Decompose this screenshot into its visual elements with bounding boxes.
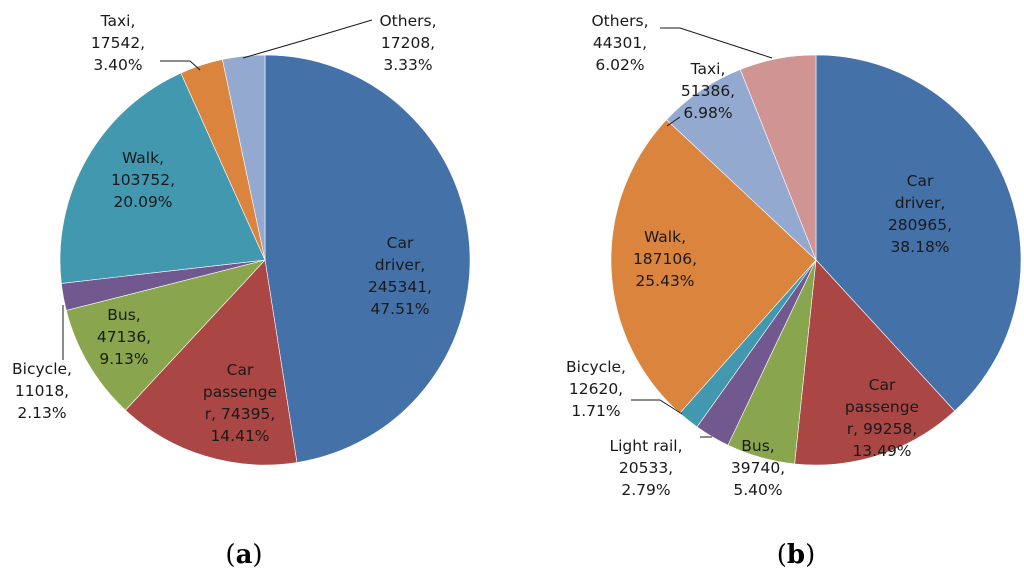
pie-b-label-car-driver-line: driver, [895,194,946,212]
pie-a-label-taxi-line: 3.40% [93,56,142,74]
pie-b-label-bicycle-line: 12620, [569,380,623,398]
pie-b-label-bus: Bus, 39740, 5.40% [731,437,785,499]
pie-b-label-car-driver-line: 38.18% [890,238,949,256]
pie-a-label-car-passenger-line: r, 74395, [205,405,275,423]
pie-b-label-walk-line: Walk, [644,228,686,246]
pie-b-label-car-passenger-line: r, 99258, [847,420,917,438]
pie-a-slice-bus [65,259,266,411]
pie-a-label-others-line: Others, [379,12,436,30]
pie-b-label-bus-line: Bus, [741,437,774,455]
pie-a-label-car-driver-line: 245341, [368,278,432,296]
caption-a-letter: a [236,540,253,570]
pie-a-label-car-driver: Car driver, 245341, 47.51% [368,234,432,318]
pie-a-label-taxi-line: 17542, [91,34,145,52]
pie-a-slice-car-passenger [125,259,298,466]
pie-a-label-car-passenger-line: passenge [203,383,277,401]
pie-b-label-car-passenger-line: Car [869,376,896,394]
pie-b-label-car-driver-line: Car [907,172,934,190]
caption-a: (a) [225,540,262,570]
pie-b-leader-bicycle [631,399,683,415]
pie-b-label-bicycle: Bicycle, 12620, 1.71% [566,358,626,420]
pie-a-label-walk-line: Walk, [122,149,164,167]
pie-b-label-light-rail-line: 2.79% [621,481,670,499]
pie-b-label-taxi: Taxi, 51386, 6.98% [681,60,735,122]
pie-b-label-bicycle-line: 1.71% [571,402,620,420]
pie-a-slice-others [222,54,266,261]
pie-a-label-bus-line: 9.13% [99,350,148,368]
pie-b-slice-walk [610,119,817,414]
pie-b-label-car-passenger-line: 13.49% [852,442,911,460]
pie-a-label-car-driver-line: driver, [375,256,426,274]
pie-b-label-car-passenger-line: passenge [845,398,919,416]
pie-a-label-bus: Bus, 47136, 9.13% [97,306,151,368]
pie-b-slice-others [739,54,817,261]
pie-b-label-taxi-line: Taxi, [690,60,726,78]
pie-a-label-walk-line: 20.09% [113,193,172,211]
pie-a-slice-walk [59,72,266,284]
pie-b-label-bicycle-line: Bicycle, [566,358,626,376]
pie-b-label-others-line: 6.02% [595,56,644,74]
pie-a-label-bicycle-line: 11018, [15,382,69,400]
pie-a-label-walk: Walk, 103752, 20.09% [111,149,175,211]
caption-b-letter: b [787,540,805,570]
pie-b-slice-car-passenger [794,259,956,466]
pie-b-label-light-rail: Light rail, 20533, 2.79% [609,437,682,499]
pie-b-label-taxi-line: 6.98% [683,104,732,122]
pie-a-label-taxi-line: Taxi, [100,12,136,30]
pie-b-label-others-line: 44301, [593,34,647,52]
pie-b-leader-others [660,27,773,59]
pie-b-label-car-passenger: Car passenge r, 99258, 13.49% [845,376,919,460]
pie-a-label-car-passenger-line: Car [227,361,254,379]
pie-a-label-bus-line: 47136, [97,328,151,346]
pie-b-label-walk-line: 25.43% [635,272,694,290]
pie-b-label-bus-line: 39740, [731,459,785,477]
pie-a-label-car-driver-line: 47.51% [370,300,429,318]
pie-a-label-walk-line: 103752, [111,171,175,189]
pie-a-label-bicycle: Bicycle, 11018, 2.13% [12,360,72,422]
pie-a-label-bus-line: Bus, [107,306,140,324]
caption-b: (b) [777,540,816,570]
pie-b-leader-taxi [666,116,681,127]
pie-a-label-car-passenger: Car passenge r, 74395, 14.41% [203,361,277,445]
pie-a-label-taxi: Taxi, 17542, 3.40% [91,12,145,74]
pie-b-label-others: Others, 44301, 6.02% [591,12,648,74]
pie-a-label-car-driver-line: Car [387,234,414,252]
pie-a-label-bicycle-line: Bicycle, [12,360,72,378]
pie-chart-b: Car driver, 280965, 38.18% Car passenge r, 992… [566,12,1022,499]
pie-a-leader-taxi [160,60,201,71]
pie-b-label-walk: Walk, 187106, 25.43% [633,228,697,290]
pie-a-slice-car-driver [264,54,471,463]
pie-b-label-walk-line: 187106, [633,250,697,268]
pie-a-leader-others [242,19,373,59]
pie-a-label-others: Others, 17208, 3.33% [379,12,436,74]
pie-a-label-car-passenger-line: 14.41% [210,427,269,445]
pie-b-slice-car-driver [815,54,1022,412]
pie-b-label-car-driver: Car driver, 280965, 38.18% [888,172,952,256]
pie-b-label-taxi-line: 51386, [681,82,735,100]
pie-chart-a: Car driver, 245341, 47.51% Car passenge r, 743… [12,12,471,466]
pie-b-label-bus-line: 5.40% [733,481,782,499]
pie-b-label-light-rail-line: Light rail, [609,437,682,455]
pie-a-label-others-line: 17208, [381,34,435,52]
pie-b-label-light-rail-line: 20533, [619,459,673,477]
pie-a-label-others-line: 3.33% [383,56,432,74]
pie-b-label-others-line: Others, [591,12,648,30]
pie-b-label-car-driver-line: 280965, [888,216,952,234]
pie-a-label-bicycle-line: 2.13% [17,404,66,422]
